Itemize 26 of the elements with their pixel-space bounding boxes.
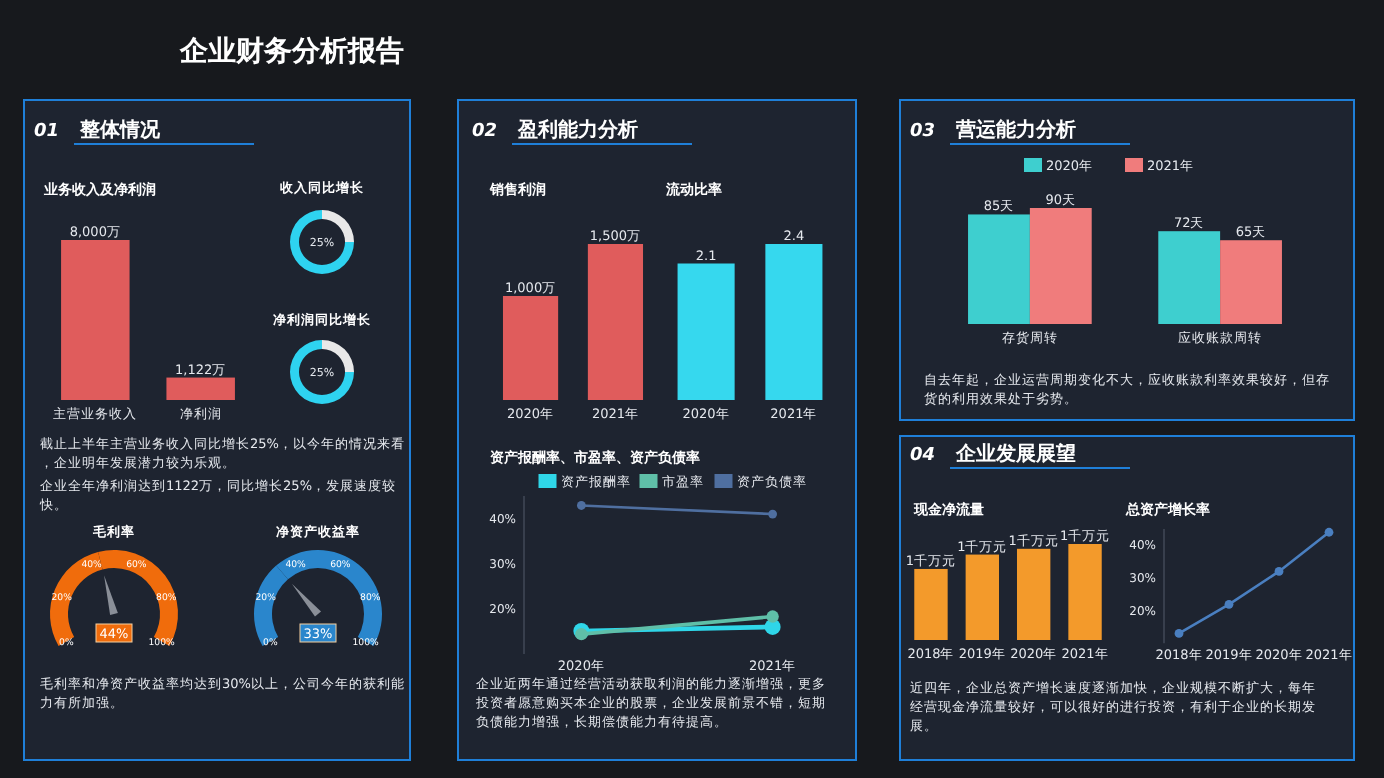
bar (1029, 208, 1092, 324)
bar (1158, 231, 1221, 324)
bar (968, 214, 1030, 324)
text: 盈利能力分析 (516, 118, 638, 142)
text: 整体情况 (78, 118, 162, 142)
text: 03 (910, 122, 936, 142)
text: 01 (34, 122, 60, 142)
donut-slice (290, 210, 354, 274)
point (1324, 527, 1334, 537)
point (768, 509, 778, 519)
text: 营运能力分析 (954, 118, 1076, 142)
bar (1068, 544, 1102, 640)
text: 04 (910, 446, 936, 466)
bar (1016, 548, 1051, 640)
point (766, 610, 779, 623)
point (576, 501, 586, 510)
donut-slice (290, 340, 354, 404)
bar (965, 554, 1000, 640)
bar (914, 568, 948, 640)
point (1224, 599, 1234, 609)
point (1174, 629, 1184, 638)
point (1274, 567, 1284, 576)
text: 02 (472, 122, 498, 142)
bar (1220, 240, 1282, 324)
text: 企业财务分析报告 (178, 36, 404, 68)
text: 企业发展展望 (954, 442, 1076, 466)
